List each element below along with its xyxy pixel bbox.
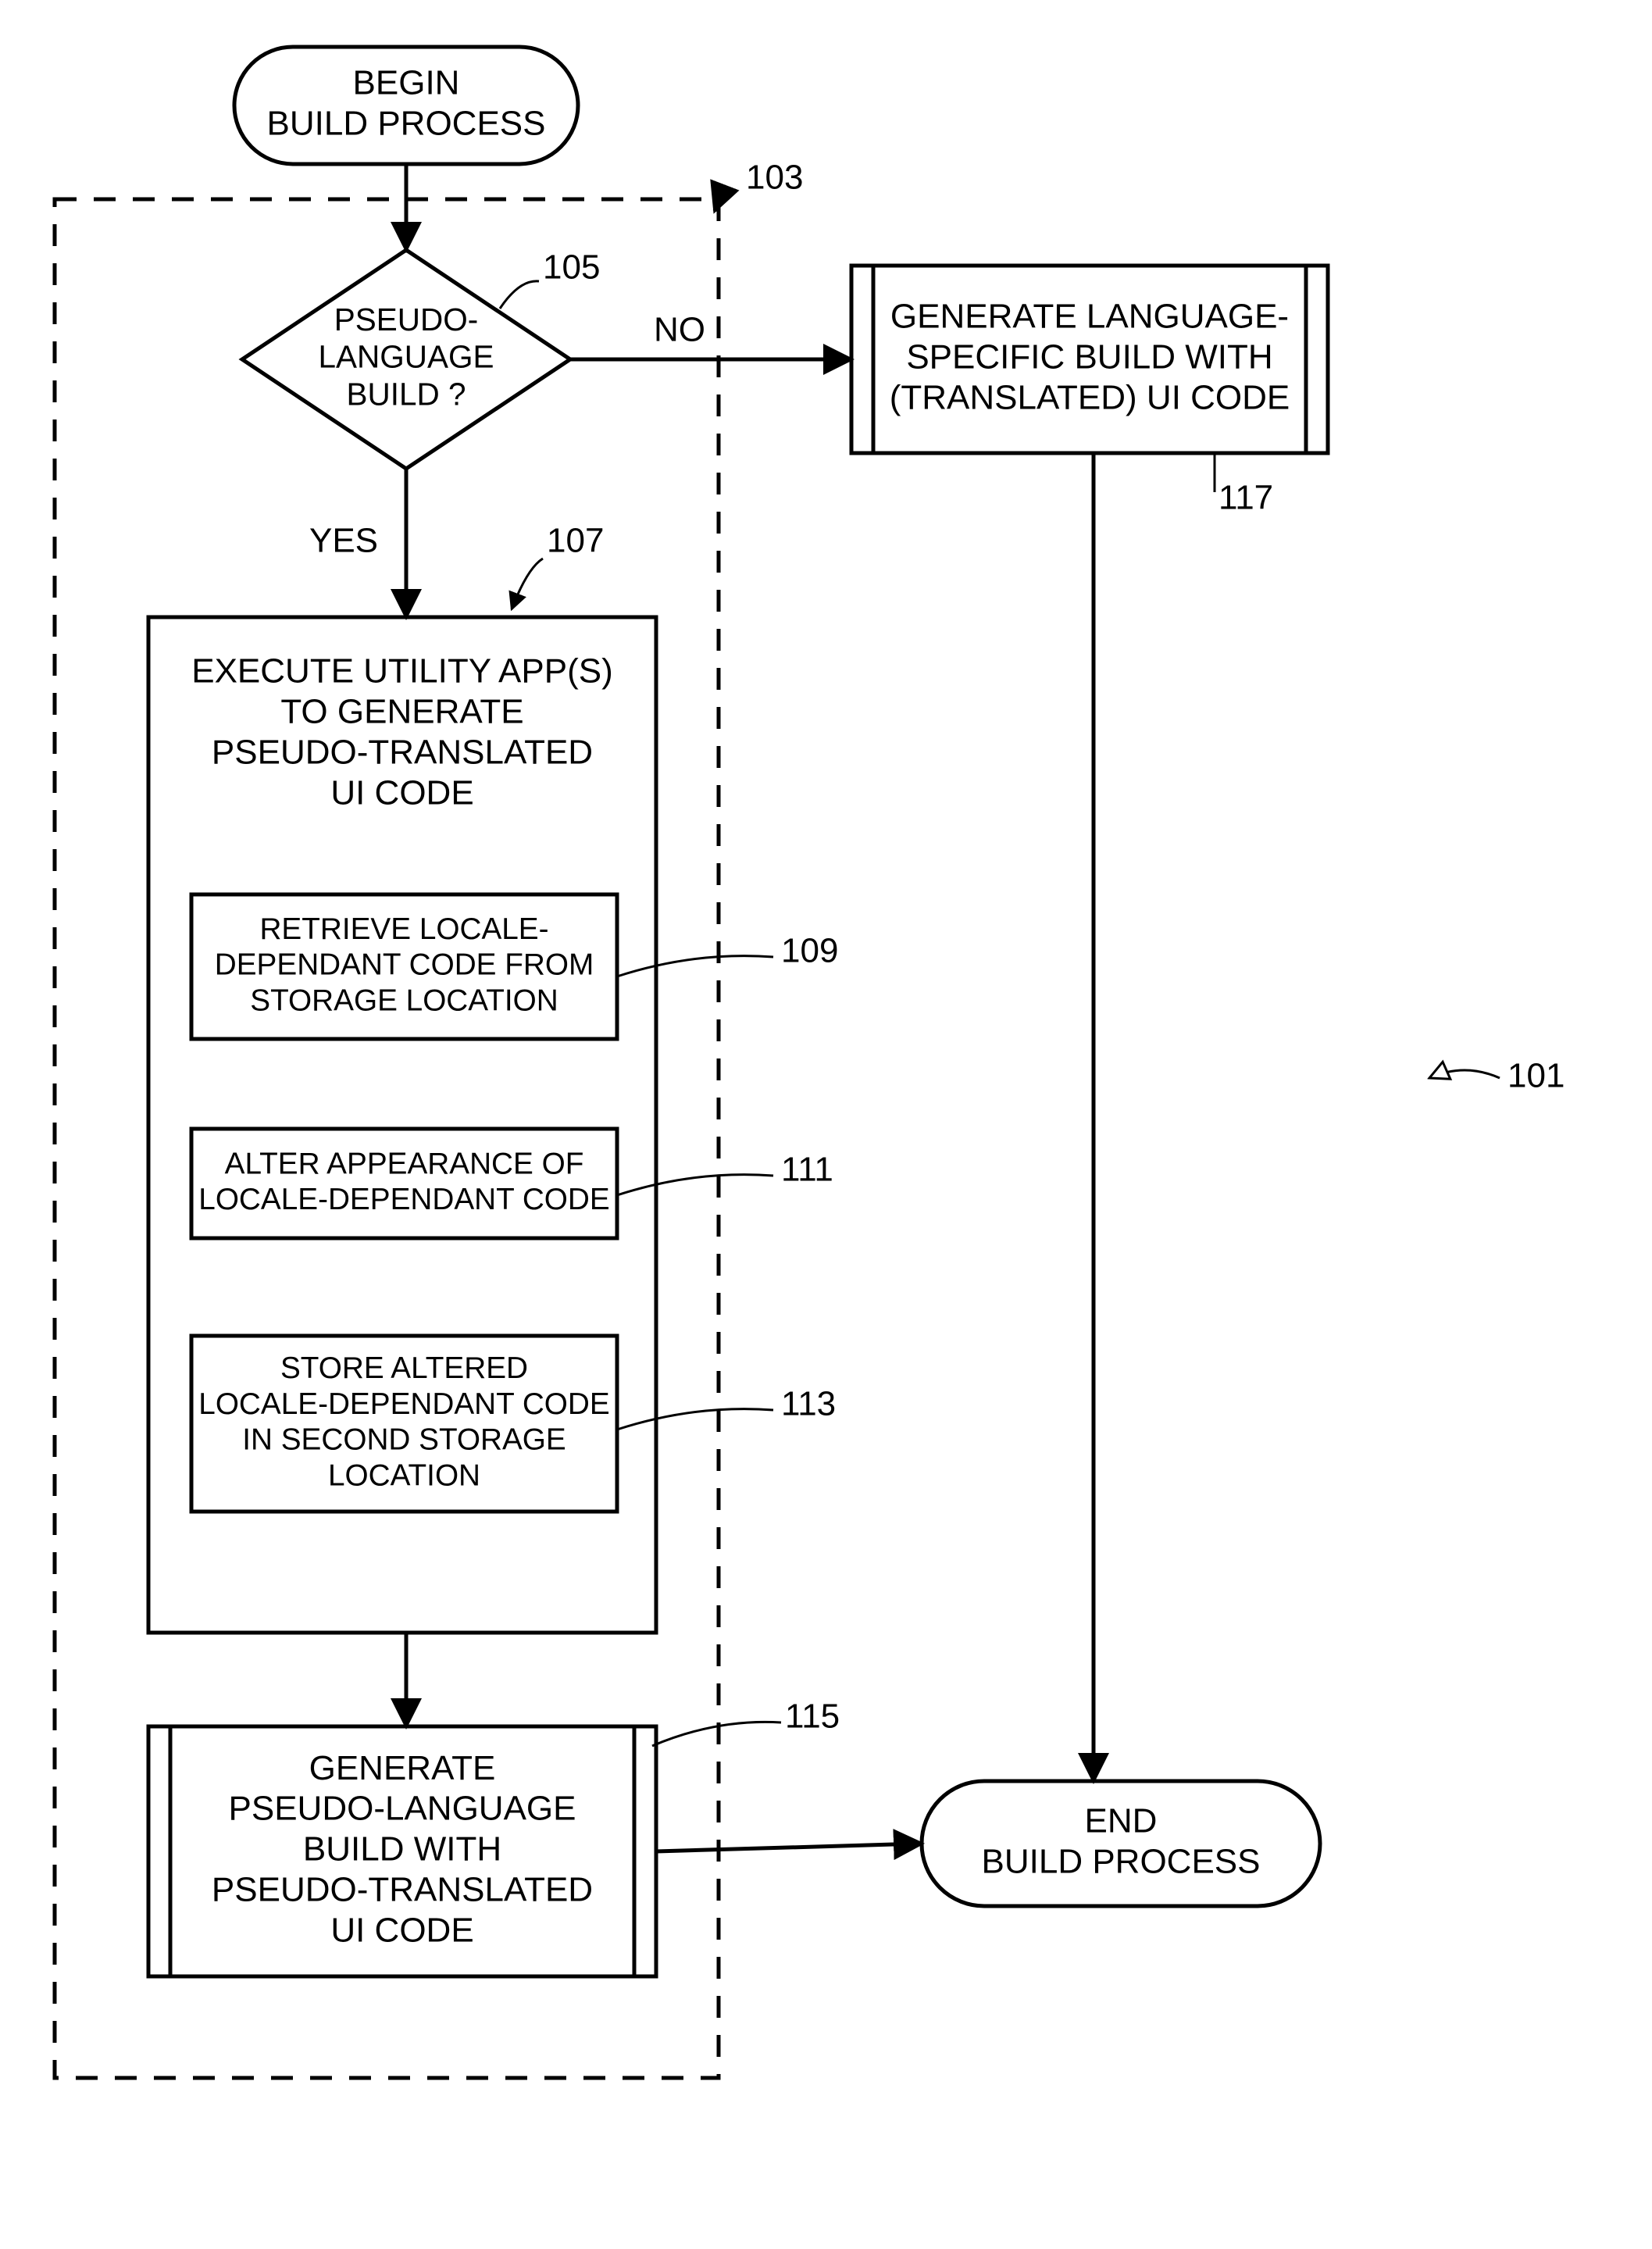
svg-text:111: 111 <box>781 1151 833 1189</box>
svg-text:UI CODE: UI CODE <box>330 774 473 812</box>
svg-text:GENERATE: GENERATE <box>309 1749 496 1787</box>
svg-text:LOCATION: LOCATION <box>328 1458 480 1492</box>
svg-text:PSEUDO-TRANSLATED: PSEUDO-TRANSLATED <box>212 734 593 772</box>
svg-text:PSEUDO-: PSEUDO- <box>334 302 478 337</box>
svg-text:GENERATE LANGUAGE-: GENERATE LANGUAGE- <box>890 298 1289 336</box>
svg-text:STORAGE LOCATION: STORAGE LOCATION <box>250 983 558 1017</box>
svg-text:STORE ALTERED: STORE ALTERED <box>280 1351 528 1385</box>
svg-text:105: 105 <box>543 248 600 287</box>
svg-text:EXECUTE UTILITY APP(S): EXECUTE UTILITY APP(S) <box>191 652 613 691</box>
svg-text:BUILD ?: BUILD ? <box>347 376 466 412</box>
svg-text:113: 113 <box>781 1385 836 1423</box>
svg-text:(TRANSLATED) UI CODE: (TRANSLATED) UI CODE <box>890 379 1290 417</box>
svg-text:117: 117 <box>1218 479 1273 517</box>
svg-text:BUILD PROCESS: BUILD PROCESS <box>982 1843 1261 1881</box>
svg-text:101: 101 <box>1507 1057 1565 1095</box>
svg-text:BUILD PROCESS: BUILD PROCESS <box>267 105 546 143</box>
svg-text:PSEUDO-TRANSLATED: PSEUDO-TRANSLATED <box>212 1871 593 1909</box>
svg-text:RETRIEVE LOCALE-: RETRIEVE LOCALE- <box>259 912 548 946</box>
svg-text:103: 103 <box>746 159 803 197</box>
svg-text:SPECIFIC BUILD WITH: SPECIFIC BUILD WITH <box>906 338 1272 377</box>
svg-text:BEGIN: BEGIN <box>353 64 460 102</box>
svg-text:NO: NO <box>654 311 705 349</box>
svg-text:DEPENDANT CODE FROM: DEPENDANT CODE FROM <box>215 948 594 982</box>
svg-text:UI CODE: UI CODE <box>330 1911 473 1949</box>
svg-text:YES: YES <box>309 522 378 560</box>
svg-text:107: 107 <box>547 522 604 560</box>
svg-text:END: END <box>1085 1802 1158 1840</box>
svg-text:IN SECOND STORAGE: IN SECOND STORAGE <box>242 1423 566 1457</box>
svg-text:109: 109 <box>781 932 838 970</box>
svg-text:TO GENERATE: TO GENERATE <box>280 693 523 731</box>
svg-text:ALTER APPEARANCE OF: ALTER APPEARANCE OF <box>225 1147 584 1180</box>
svg-text:PSEUDO-LANGUAGE: PSEUDO-LANGUAGE <box>229 1790 576 1828</box>
svg-text:115: 115 <box>785 1697 840 1736</box>
svg-text:LOCALE-DEPENDANT CODE: LOCALE-DEPENDANT CODE <box>198 1387 609 1421</box>
svg-text:BUILD WITH: BUILD WITH <box>303 1830 501 1869</box>
svg-text:LOCALE-DEPENDANT CODE: LOCALE-DEPENDANT CODE <box>198 1183 609 1216</box>
svg-text:LANGUAGE: LANGUAGE <box>319 339 494 375</box>
